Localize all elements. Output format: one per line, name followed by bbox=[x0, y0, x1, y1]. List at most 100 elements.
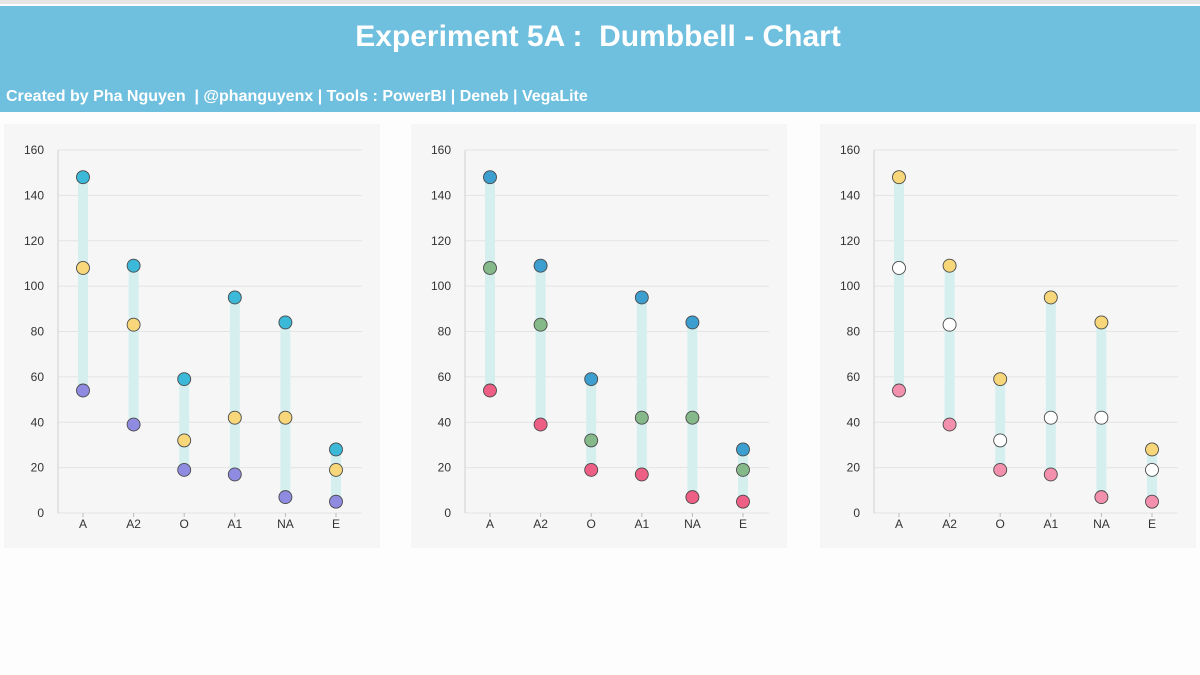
data-point bbox=[736, 462, 750, 477]
data-point bbox=[483, 261, 497, 275]
data-point bbox=[993, 372, 1008, 387]
range-bar bbox=[1096, 322, 1107, 498]
top-divider bbox=[0, 0, 1200, 4]
y-tick-label: 160 bbox=[840, 143, 860, 157]
x-tick-label: NA bbox=[277, 517, 294, 531]
y-tick-label: 100 bbox=[431, 279, 451, 293]
y-tick-label: 0 bbox=[444, 506, 451, 520]
range-bar bbox=[280, 322, 291, 498]
data-point bbox=[736, 442, 750, 457]
range-bar bbox=[179, 379, 190, 470]
data-point bbox=[685, 490, 700, 505]
y-tick-label: 80 bbox=[847, 325, 861, 339]
y-tick-label: 120 bbox=[24, 234, 44, 248]
y-tick-label: 60 bbox=[847, 370, 861, 384]
y-tick-label: 160 bbox=[431, 143, 451, 157]
range-bar bbox=[1045, 297, 1056, 475]
dumbbell-chart-2: 0 20 40 60 80 100 120 140 160 A A2 O A1 NA E bbox=[431, 143, 769, 531]
chart-panel-1: 0 20 40 60 80 100 120 140 160 A A2 O A1 NA E bbox=[4, 124, 380, 548]
dumbbell-chart-3: 0 20 40 60 80 100 120 140 160 A A2 O A1 NA E bbox=[840, 143, 1178, 531]
data-point bbox=[1145, 494, 1159, 509]
x-tick-label: A1 bbox=[227, 517, 242, 531]
data-point bbox=[177, 372, 192, 387]
x-tick-label: A2 bbox=[126, 517, 141, 531]
data-point bbox=[483, 383, 497, 398]
data-point bbox=[177, 433, 192, 448]
data-point bbox=[1145, 442, 1159, 457]
y-tick-label: 0 bbox=[853, 506, 860, 520]
data-point bbox=[993, 462, 1008, 477]
x-tick-label: A1 bbox=[1043, 517, 1058, 531]
data-point bbox=[483, 170, 497, 185]
range-bar bbox=[128, 265, 139, 425]
range-bar bbox=[78, 177, 88, 391]
data-point bbox=[634, 467, 649, 482]
y-tick-label: 160 bbox=[24, 143, 44, 157]
data-point bbox=[177, 462, 192, 477]
data-point bbox=[584, 433, 599, 448]
data-point bbox=[584, 372, 599, 387]
data-point bbox=[634, 410, 649, 425]
range-bar bbox=[894, 177, 904, 391]
data-point bbox=[278, 490, 293, 505]
data-point bbox=[1145, 462, 1159, 477]
y-tick-label: 20 bbox=[438, 461, 452, 475]
chart-panel-2: 0 20 40 60 80 100 120 140 160 A A2 O A1 NA E bbox=[411, 124, 787, 548]
x-tick-label: A bbox=[79, 517, 87, 531]
y-tick-label: 20 bbox=[847, 461, 861, 475]
y-tick-label: 120 bbox=[431, 234, 451, 248]
data-point bbox=[892, 261, 906, 275]
data-point bbox=[584, 462, 599, 477]
data-point bbox=[126, 317, 141, 332]
y-tick-label: 140 bbox=[24, 188, 44, 202]
data-point bbox=[278, 410, 293, 425]
data-point bbox=[329, 442, 343, 457]
data-point bbox=[126, 258, 141, 273]
data-point bbox=[736, 494, 750, 509]
range-bar bbox=[229, 297, 240, 475]
data-point bbox=[1094, 410, 1109, 425]
range-bar bbox=[586, 379, 597, 470]
y-tick-label: 80 bbox=[438, 325, 452, 339]
x-tick-label: A1 bbox=[634, 517, 649, 531]
data-point bbox=[533, 417, 548, 432]
range-bar bbox=[944, 265, 955, 425]
y-tick-label: 40 bbox=[438, 415, 452, 429]
y-tick-label: 80 bbox=[31, 325, 45, 339]
data-point bbox=[685, 410, 700, 425]
x-tick-label: E bbox=[332, 517, 340, 531]
data-point bbox=[533, 258, 548, 273]
data-point bbox=[126, 417, 141, 432]
x-tick-label: E bbox=[1148, 517, 1156, 531]
y-tick-label: 60 bbox=[31, 370, 45, 384]
x-tick-label: A bbox=[895, 517, 903, 531]
data-point bbox=[76, 383, 90, 398]
y-tick-label: 20 bbox=[31, 461, 45, 475]
page-title: Experiment 5A : Dumbbell - Chart bbox=[355, 20, 841, 53]
y-tick-label: 40 bbox=[847, 415, 861, 429]
chart-panel-3: 0 20 40 60 80 100 120 140 160 A A2 O A1 NA E bbox=[820, 124, 1196, 548]
data-point bbox=[329, 462, 343, 477]
range-bar bbox=[535, 265, 546, 425]
data-point bbox=[1043, 467, 1058, 482]
y-tick-label: 60 bbox=[438, 370, 452, 384]
data-point bbox=[227, 290, 242, 305]
data-point bbox=[227, 410, 242, 425]
data-point bbox=[1043, 410, 1058, 425]
data-point bbox=[634, 290, 649, 305]
data-point bbox=[329, 494, 343, 509]
data-point bbox=[76, 261, 90, 275]
credit-line: Created by Pha Nguyen | @phanguyenx | To… bbox=[6, 88, 588, 105]
x-tick-label: O bbox=[996, 517, 1005, 531]
y-tick-label: 100 bbox=[24, 279, 44, 293]
y-tick-label: 140 bbox=[840, 188, 860, 202]
data-point bbox=[1094, 315, 1109, 330]
y-tick-label: 100 bbox=[840, 279, 860, 293]
range-bar bbox=[995, 379, 1006, 470]
data-point bbox=[227, 467, 242, 482]
data-point bbox=[278, 315, 293, 330]
data-point bbox=[993, 433, 1008, 448]
data-point bbox=[1043, 290, 1058, 305]
y-tick-label: 0 bbox=[37, 506, 44, 520]
x-tick-label: O bbox=[587, 517, 596, 531]
